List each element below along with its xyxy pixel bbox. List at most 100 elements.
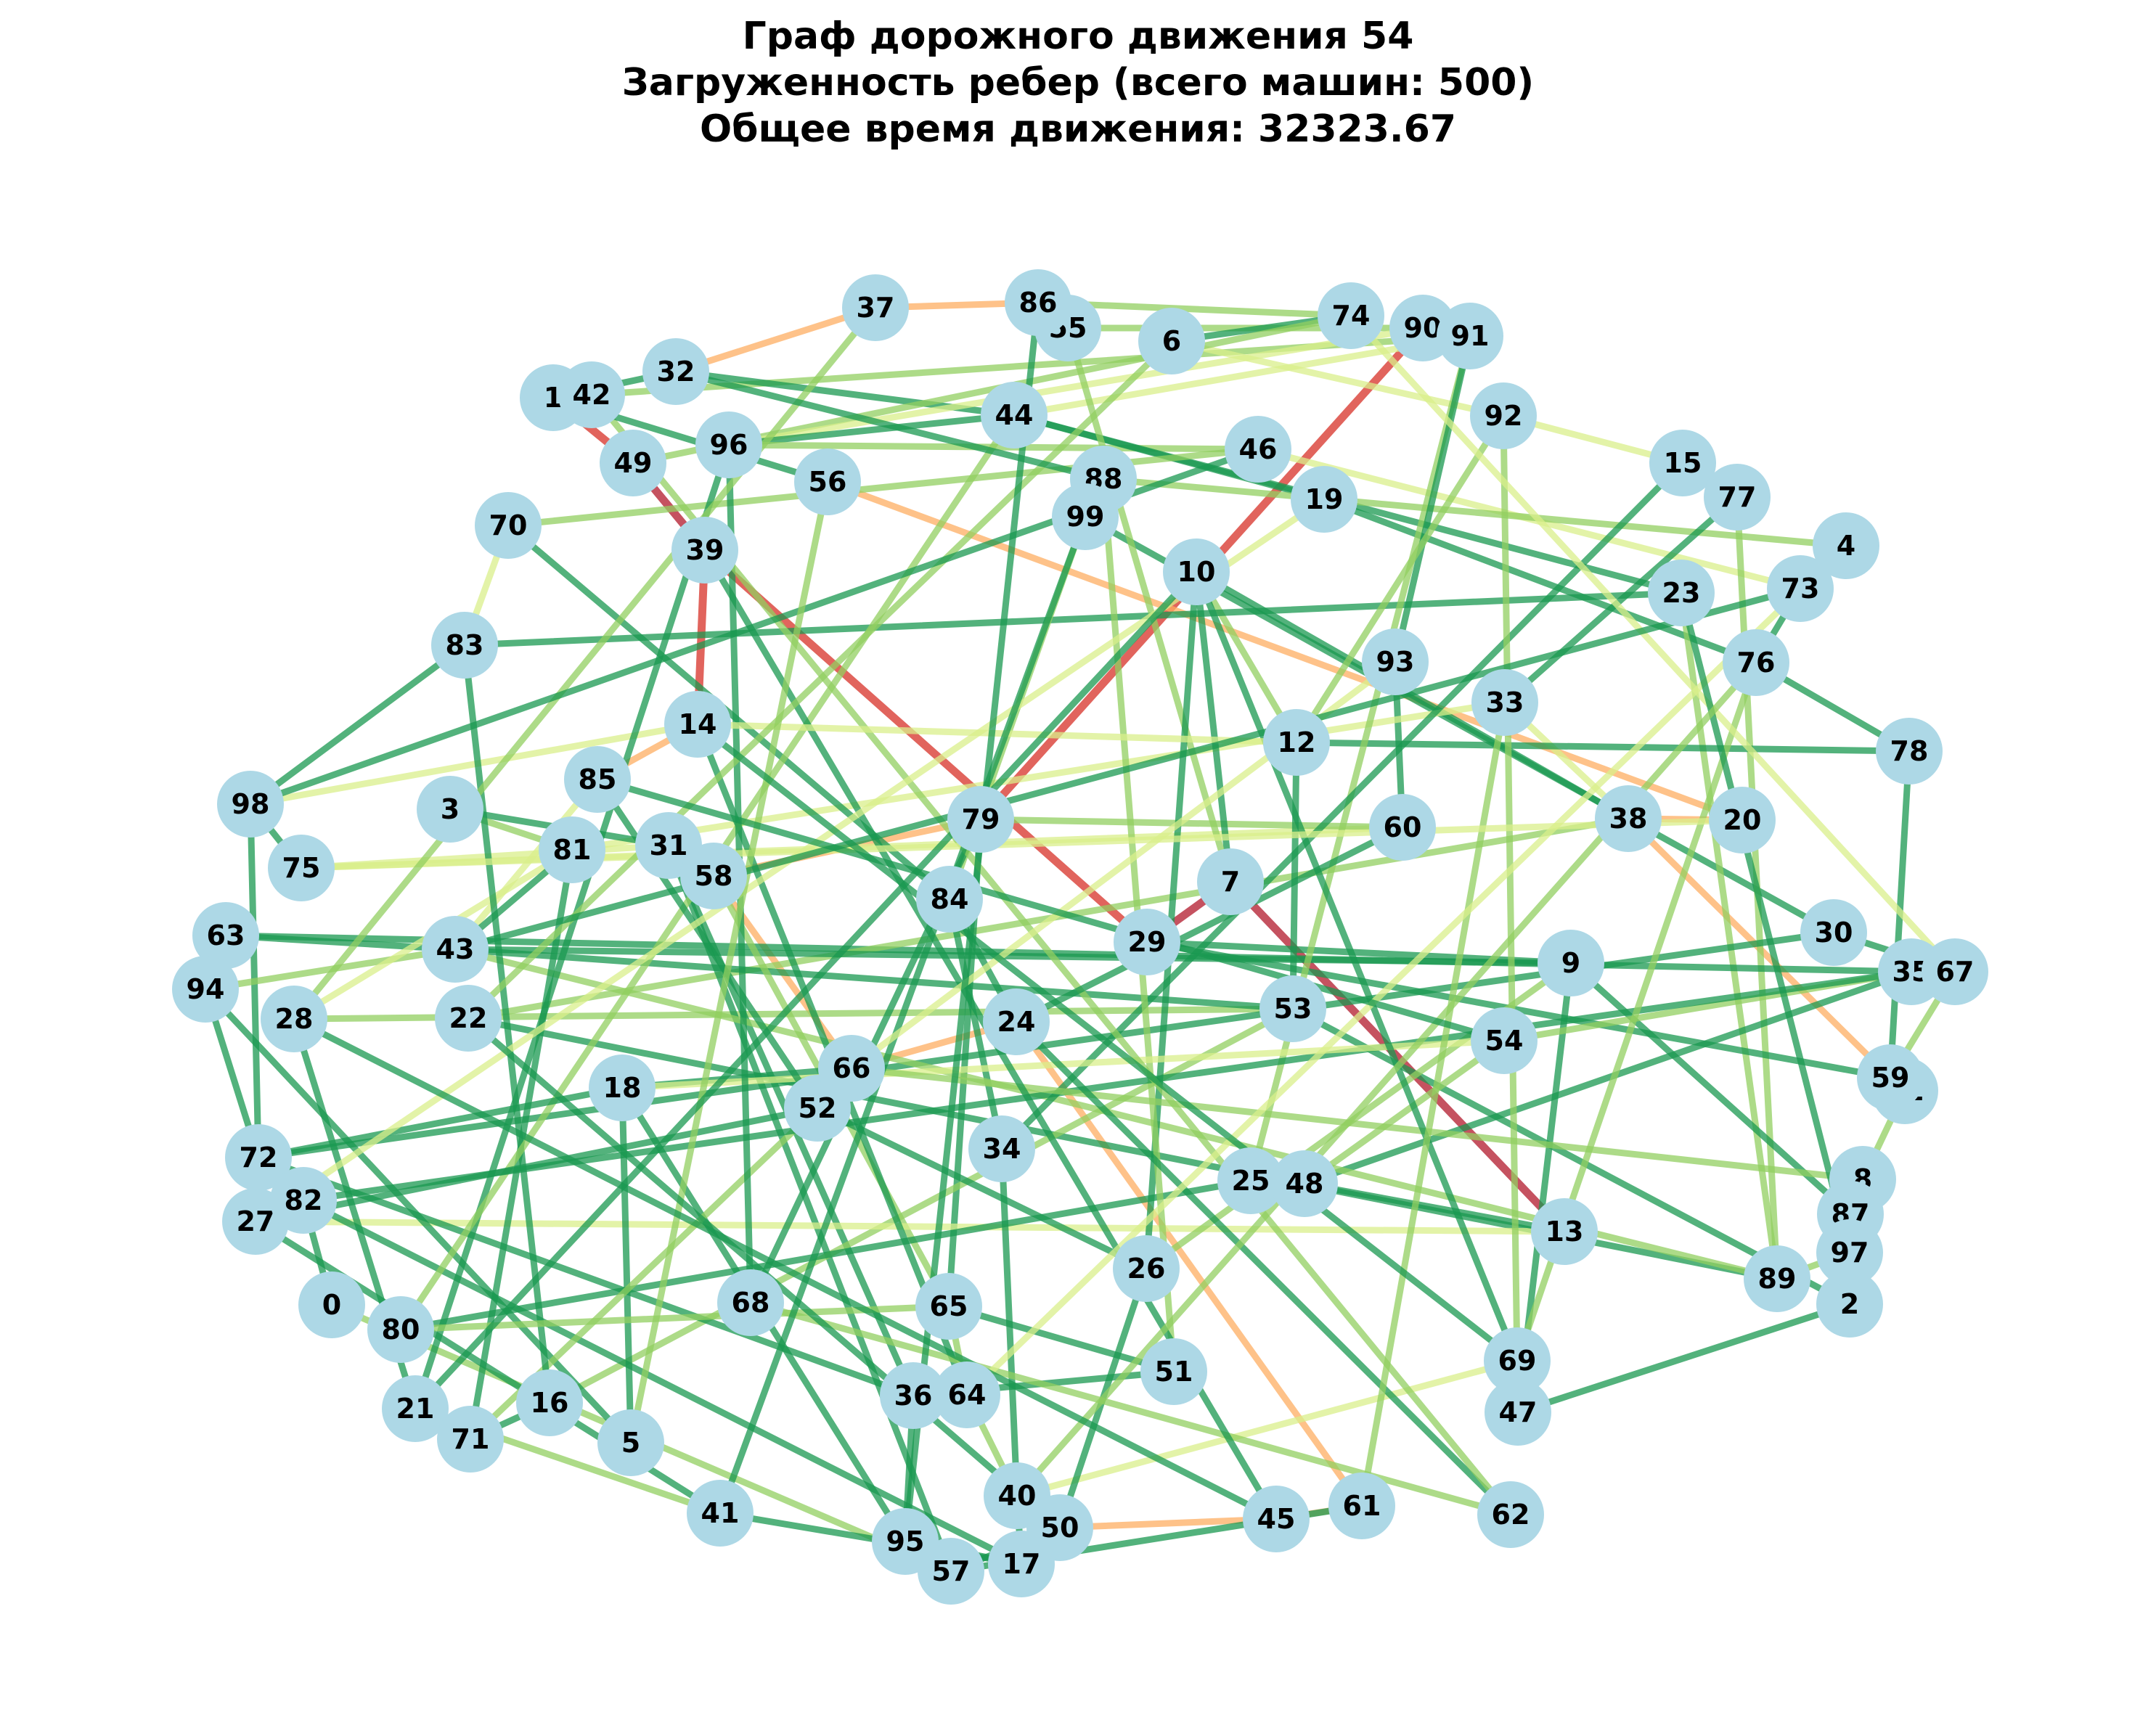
edge-29-59 <box>1143 938 1894 1081</box>
node-59: 59 <box>1857 1044 1924 1111</box>
node-label: 78 <box>1890 735 1929 767</box>
node-53: 53 <box>1259 975 1326 1042</box>
node-label: 7 <box>1221 866 1240 898</box>
node-circle <box>1471 669 1538 736</box>
node-circle <box>1744 1245 1810 1312</box>
node-label: 30 <box>1815 917 1853 949</box>
node-label: 22 <box>449 1002 488 1034</box>
node-50: 50 <box>1026 1494 1093 1561</box>
node-circle <box>172 956 239 1023</box>
node-28: 28 <box>261 986 327 1052</box>
node-label: 93 <box>1376 646 1415 678</box>
node-69: 69 <box>1484 1327 1551 1394</box>
node-label: 54 <box>1485 1025 1524 1057</box>
edge-60-24 <box>1013 824 1406 1025</box>
edge-54-48 <box>1301 1037 1508 1187</box>
node-67: 67 <box>1922 938 1988 1005</box>
edge-33-81 <box>568 699 1508 853</box>
node-label: 86 <box>1019 287 1058 319</box>
edge-74-67 <box>1347 312 1959 975</box>
node-circle <box>687 1480 754 1547</box>
edge-7-13 <box>1226 877 1569 1236</box>
edge-35-48 <box>1301 968 1915 1187</box>
node-label: 23 <box>1662 577 1701 609</box>
node-circle <box>1362 628 1429 695</box>
node-12: 12 <box>1263 709 1330 776</box>
node-label: 97 <box>1831 1237 1869 1269</box>
edge-23-97 <box>1678 589 1853 1256</box>
node-label: 95 <box>886 1526 925 1557</box>
edge-70-46 <box>505 446 1262 529</box>
node-circle <box>1648 560 1715 626</box>
node-circle <box>1318 282 1384 349</box>
edge-53-12 <box>1289 739 1300 1012</box>
node-circle <box>1470 382 1537 449</box>
node-circle <box>1052 483 1119 550</box>
node-circle <box>1531 1198 1598 1265</box>
edge-96-44 <box>725 411 1018 449</box>
node-97: 97 <box>1816 1219 1883 1286</box>
node-label: 2 <box>1840 1288 1859 1320</box>
edge-68-62 <box>747 1299 1514 1518</box>
node-48: 48 <box>1271 1150 1338 1217</box>
edge-96-90 <box>725 324 1426 449</box>
node-47: 47 <box>1485 1379 1551 1446</box>
node-label: 20 <box>1723 804 1762 836</box>
title-line-2: Загруженность ребер (всего машин: 500) <box>621 61 1535 105</box>
node-circle <box>1369 794 1436 861</box>
node-64: 64 <box>934 1361 1000 1428</box>
edge-4-64 <box>963 542 1850 1398</box>
node-circle <box>983 988 1050 1055</box>
node-38: 38 <box>1595 785 1662 852</box>
node-37: 37 <box>842 274 909 341</box>
node-84: 84 <box>916 866 983 933</box>
edge-37-28 <box>290 304 879 1023</box>
edge-98-14 <box>247 721 701 808</box>
edge-69-10 <box>1193 568 1521 1364</box>
node-30: 30 <box>1800 899 1867 966</box>
edge-24-62 <box>1013 1018 1514 1518</box>
node-label: 94 <box>187 973 225 1005</box>
node-label: 58 <box>695 860 733 892</box>
node-56: 56 <box>794 449 861 515</box>
node-label: 60 <box>1384 811 1422 843</box>
edge-26-52 <box>814 1105 1150 1272</box>
node-5: 5 <box>597 1409 664 1476</box>
node-76: 76 <box>1723 629 1789 696</box>
edge-29-9 <box>1143 938 1575 967</box>
node-49: 49 <box>600 430 666 496</box>
node-circle <box>558 361 625 428</box>
node-85: 85 <box>564 746 631 813</box>
node-label: 90 <box>1404 312 1442 344</box>
node-label: 27 <box>237 1205 275 1237</box>
node-66: 66 <box>818 1035 885 1102</box>
node-34: 34 <box>968 1115 1035 1182</box>
node-label: 16 <box>531 1387 569 1419</box>
node-label: 34 <box>983 1133 1021 1165</box>
node-label: 83 <box>446 629 484 661</box>
node-label: 32 <box>657 356 695 388</box>
node-circle <box>794 449 861 515</box>
node-96: 96 <box>695 411 762 478</box>
node-circle <box>642 338 709 405</box>
edge-88-32 <box>672 368 1107 483</box>
edge-91-93 <box>1392 332 1474 666</box>
node-circle <box>880 1362 947 1429</box>
node-circle <box>1767 555 1834 622</box>
edge-83-23 <box>461 589 1685 649</box>
node-circle <box>671 517 738 583</box>
node-45: 45 <box>1243 1486 1310 1552</box>
node-label: 69 <box>1498 1345 1537 1377</box>
node-label: 24 <box>997 1006 1036 1038</box>
node-16: 16 <box>516 1369 583 1436</box>
node-10: 10 <box>1163 538 1230 605</box>
node-label: 76 <box>1737 647 1776 679</box>
node-4: 4 <box>1813 512 1879 579</box>
node-71: 71 <box>437 1406 504 1473</box>
node-circle <box>1259 975 1326 1042</box>
node-89: 89 <box>1744 1245 1810 1312</box>
node-circle <box>915 1273 982 1340</box>
node-9: 9 <box>1538 930 1604 996</box>
node-circle <box>1813 512 1879 579</box>
